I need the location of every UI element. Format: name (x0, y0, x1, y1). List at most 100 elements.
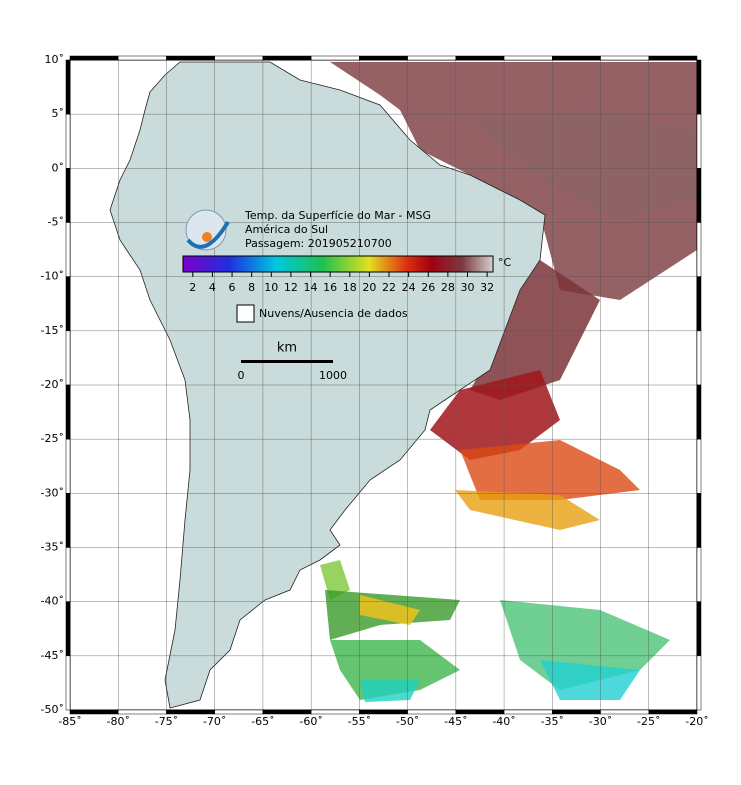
x-tick-label: -45˚ (444, 715, 467, 728)
frame-band (65, 384, 71, 440)
legend-swatch (236, 304, 255, 323)
colorbar-tick-label: 2 (189, 281, 196, 294)
frame-band (552, 709, 601, 715)
colorbar-tick-label: 24 (402, 281, 416, 294)
frame-band (65, 601, 71, 657)
frame-band (696, 330, 702, 386)
y-tick-label: -5˚ (48, 216, 64, 229)
scale-bar (241, 360, 333, 363)
frame-band (166, 55, 215, 61)
colorbar-unit: °C (498, 256, 512, 269)
frame-band (648, 709, 698, 715)
y-tick-label: -30˚ (41, 486, 64, 499)
sst-data (320, 62, 697, 702)
frame-band (696, 384, 702, 440)
frame-band (310, 55, 360, 61)
colorbar-tick-label: 30 (460, 281, 474, 294)
colorbar-tick-label: 8 (248, 281, 255, 294)
colorbar-tick-label: 28 (441, 281, 455, 294)
y-tick-label: -50˚ (41, 703, 64, 716)
x-tick-label: -20˚ (685, 715, 708, 728)
frame-band (65, 547, 71, 602)
frame-band (503, 709, 553, 715)
frame-band (214, 55, 264, 61)
colorbar-tick-label: 12 (284, 281, 298, 294)
frame-band (65, 655, 71, 711)
frame-band (359, 55, 408, 61)
frame-band (65, 330, 71, 386)
frame-band (65, 59, 71, 115)
title-line: América do Sul (245, 223, 328, 236)
frame-band (359, 709, 408, 715)
frame-band (696, 113, 702, 169)
frame-band (65, 493, 71, 548)
x-tick-label: -40˚ (492, 715, 515, 728)
scale-label: 0 (238, 369, 245, 382)
frame-band (696, 438, 702, 494)
frame-band (600, 709, 650, 715)
frame-band (696, 547, 702, 602)
frame-band (65, 113, 71, 169)
frame-band (65, 276, 71, 332)
y-tick-label: -25˚ (41, 432, 64, 445)
x-tick-label: -25˚ (637, 715, 660, 728)
y-tick-label: -20˚ (41, 378, 64, 391)
title-line: Temp. da Superfície do Mar - MSG (244, 209, 431, 222)
frame-band (117, 709, 167, 715)
frame-band (600, 55, 650, 61)
y-tick-label: -40˚ (41, 595, 64, 608)
x-tick-label: -65˚ (251, 715, 274, 728)
y-tick-label: 5˚ (52, 107, 65, 120)
colorbar-tick-label: 4 (209, 281, 216, 294)
x-tick-label: -75˚ (155, 715, 178, 728)
colorbar-tick-label: 14 (304, 281, 318, 294)
colorbar-tick-label: 20 (362, 281, 376, 294)
frame-band (696, 222, 702, 277)
frame-band (117, 55, 167, 61)
frame-band (407, 709, 457, 715)
x-tick-label: -35˚ (541, 715, 564, 728)
frame-band (696, 601, 702, 657)
frame-band (503, 55, 553, 61)
x-tick-label: -85˚ (58, 715, 81, 728)
x-tick-label: -60˚ (299, 715, 322, 728)
y-tick-label: -15˚ (41, 324, 64, 337)
frame-band (455, 709, 505, 715)
scale-unit: km (277, 341, 297, 356)
frame-band (696, 493, 702, 548)
scale-label: 1000 (319, 369, 347, 382)
frame-band (696, 276, 702, 332)
frame-band (262, 709, 312, 715)
y-tick-label: -35˚ (41, 541, 64, 554)
y-tick-label: -10˚ (41, 270, 64, 283)
x-tick-label: -70˚ (203, 715, 226, 728)
colorbar-tick-label: 10 (264, 281, 278, 294)
frame-band (696, 168, 702, 223)
frame-band (65, 168, 71, 223)
colorbar-tick-label: 18 (343, 281, 357, 294)
frame-band (696, 655, 702, 711)
x-tick-label: -80˚ (106, 715, 129, 728)
y-tick-label: -45˚ (41, 649, 64, 662)
x-tick-label: -50˚ (396, 715, 419, 728)
legend-label: Nuvens/Ausencia de dados (259, 307, 408, 320)
logo (185, 209, 230, 251)
colorbar-tick-label: 16 (323, 281, 337, 294)
frame-band (455, 55, 505, 61)
colorbar (182, 255, 494, 273)
frame-band (69, 55, 119, 61)
frame-band (310, 709, 360, 715)
colorbar-tick-label: 32 (480, 281, 494, 294)
y-tick-label: 0˚ (52, 161, 65, 174)
colorbar-tick-label: 22 (382, 281, 396, 294)
frame-band (69, 709, 119, 715)
title-line: Passagem: 201905210700 (245, 237, 392, 250)
x-tick-label: -55˚ (348, 715, 371, 728)
frame-band (214, 709, 264, 715)
frame-band (648, 55, 698, 61)
frame-band (552, 55, 601, 61)
colorbar-ticks: 2 4 6 8 10 12 14 16 18 20 22 24 26 28 30 32 (189, 272, 494, 294)
frame-band (65, 438, 71, 494)
colorbar-tick-label: 6 (229, 281, 236, 294)
